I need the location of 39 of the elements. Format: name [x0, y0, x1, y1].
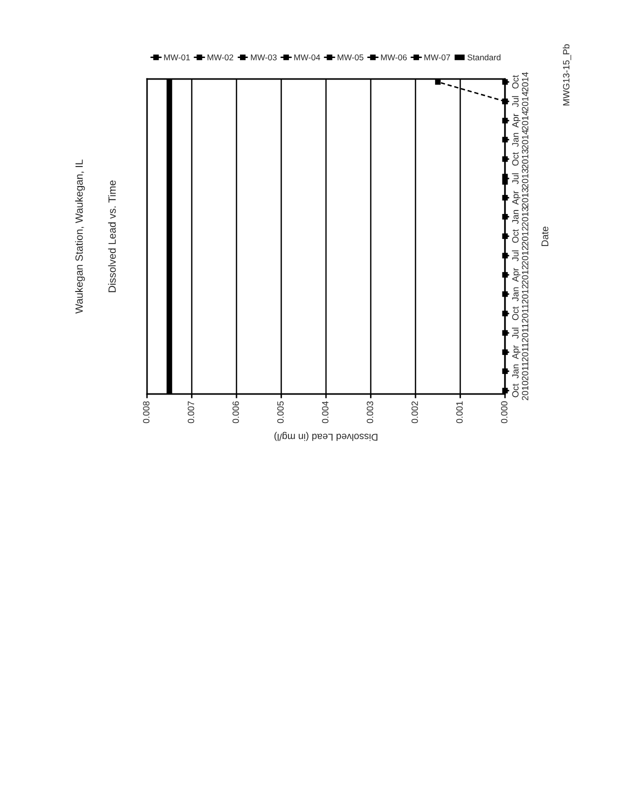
legend-label: Standard: [468, 54, 500, 60]
legend-label: MW-02: [208, 54, 234, 60]
y-tick-label: Jan 2012: [512, 284, 528, 304]
y-tick-label: Apr 2011: [512, 342, 528, 362]
x-tick-label: 0.005: [277, 401, 284, 424]
y-tick-label: Jan 2014: [512, 130, 528, 150]
x-tick-label: 0.004: [322, 401, 328, 424]
y-tick-label: Oct 2012: [512, 226, 528, 246]
x-tick-label: 0.006: [232, 401, 239, 424]
y-tick-label: Apr 2013: [512, 188, 528, 208]
y-tick-label: Jan 2011: [512, 362, 528, 380]
x-tick-label: 0.003: [366, 401, 374, 424]
legend-label: MW-06: [381, 54, 407, 60]
y-tick-label: Oct 2014: [512, 72, 528, 92]
text: Waukegan Station, Waukegan, IL: [75, 160, 85, 314]
legend-label: MW-07: [424, 54, 450, 60]
text: Dissolved Lead vs. Time: [108, 180, 116, 292]
y-tick-label: Jul 2013: [512, 168, 528, 188]
y-tick-label: Jul 2014: [512, 92, 528, 111]
legend-label: MW-04: [294, 54, 320, 60]
x-tick-label: 0.007: [188, 401, 194, 424]
x-tick-label: 0.000: [501, 401, 508, 424]
x-tick-label: 0.008: [143, 401, 150, 424]
y-tick-label: Jul 2011: [512, 324, 528, 342]
y-tick-label: Jul 2012: [512, 246, 528, 266]
y-tick-label: Oct 2011: [512, 304, 528, 323]
y-tick-label: Jan 2013: [512, 207, 528, 226]
legend-label: MW-05: [338, 54, 364, 60]
x-axis-title: Dissolved Lead (in mg/l): [274, 432, 378, 441]
x-tick-label: 0.001: [456, 401, 463, 424]
y-axis-title: Date: [542, 226, 548, 246]
y-tick-label: Apr 2014: [512, 110, 528, 130]
legend-label: MW-01: [164, 54, 190, 60]
y-tick-label: Oct 2010: [512, 380, 528, 400]
y-tick-label: Oct 2013: [512, 149, 528, 169]
text: MWG13-15_Pb: [562, 44, 572, 106]
x-tick-label: 0.002: [412, 401, 418, 424]
y-tick-label: Apr 2012: [512, 265, 528, 284]
legend-label: MW-03: [250, 54, 277, 60]
